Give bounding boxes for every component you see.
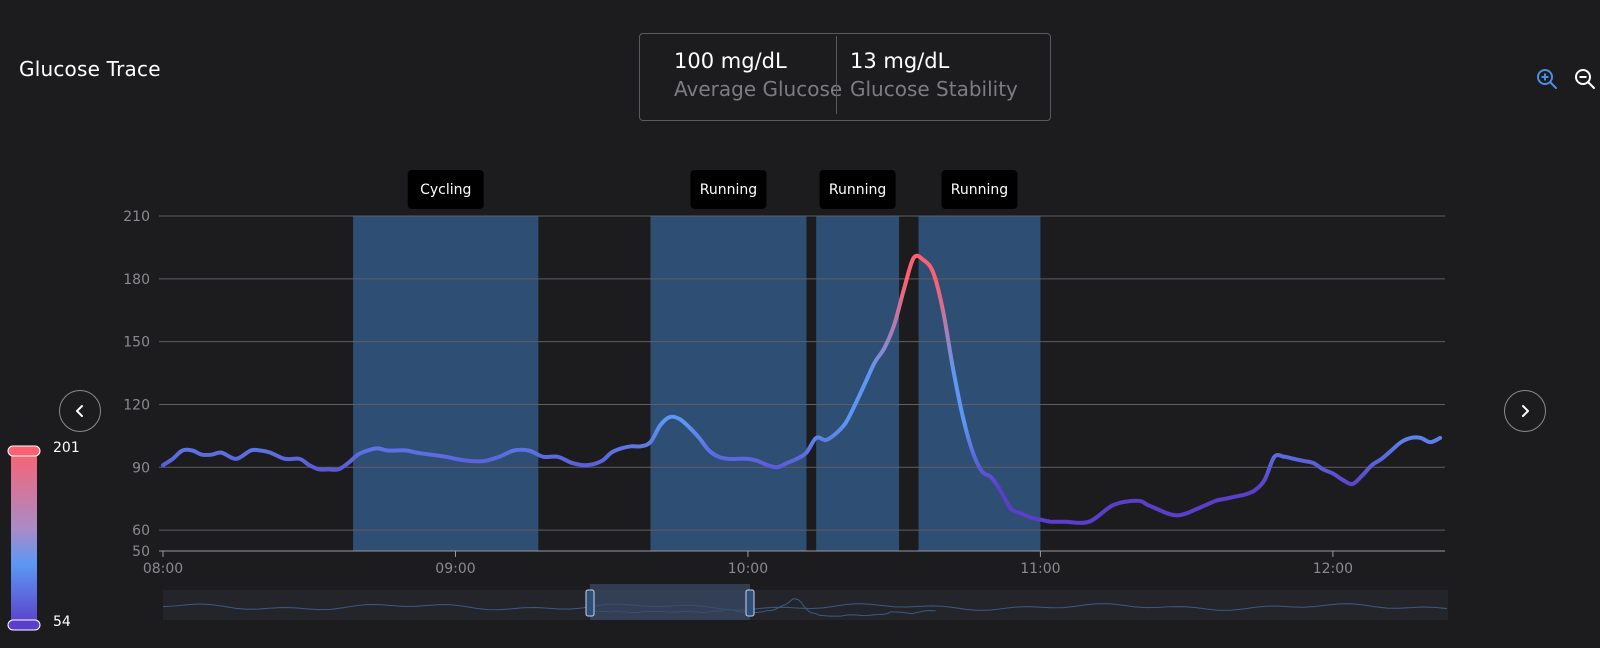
average-glucose-stat: 100 mg/dL Average Glucose xyxy=(674,46,842,102)
page-title: Glucose Trace xyxy=(19,57,161,81)
x-tick-label: 08:00 xyxy=(143,561,183,577)
glucose-stability-value: 13 mg/dL xyxy=(850,49,950,73)
color-scale-legend xyxy=(7,445,41,631)
y-axis: 50 60 90 120 150 180 210 xyxy=(123,209,150,560)
y-tick-label: 60 xyxy=(132,523,150,539)
average-glucose-value: 100 mg/dL xyxy=(674,49,787,73)
activity-label: Cycling xyxy=(407,170,484,209)
chevron-left-icon xyxy=(76,405,83,417)
grid-lines xyxy=(159,215,1445,552)
x-tick-label: 12:00 xyxy=(1313,561,1353,577)
y-tick-label: 90 xyxy=(132,460,150,476)
x-tick-label: 11:00 xyxy=(1020,561,1060,577)
color-scale-top-cap xyxy=(7,445,41,457)
activity-labels: Cycling Running Running Running xyxy=(407,170,1018,209)
activity-label-text: Running xyxy=(829,182,886,198)
glucose-trace-line xyxy=(161,253,1443,525)
activity-label-box xyxy=(941,170,1018,209)
x-axis: 08:00 09:00 10:00 11:00 12:00 xyxy=(143,551,1353,577)
y-tick-label: 120 xyxy=(123,397,150,413)
overview-navigator[interactable] xyxy=(162,584,1448,620)
activity-label-box xyxy=(819,170,896,209)
y-tick-label: 210 xyxy=(123,209,150,225)
activity-label: Running xyxy=(941,170,1018,209)
chevron-right-icon xyxy=(1522,405,1529,417)
activity-band xyxy=(353,216,539,551)
x-tick-label: 10:00 xyxy=(728,561,768,577)
zoom-out-button[interactable] xyxy=(1573,67,1597,91)
activity-bands xyxy=(353,216,1041,551)
activity-label: Running xyxy=(690,170,767,209)
x-tick-label: 09:00 xyxy=(435,561,475,577)
activity-label-text: Cycling xyxy=(420,182,471,198)
color-scale-max-label: 201 xyxy=(53,440,80,456)
zoom-out-icon xyxy=(1575,69,1595,89)
activity-label-text: Running xyxy=(951,182,1008,198)
stats-divider xyxy=(836,36,837,114)
brush-handle-right[interactable] xyxy=(745,589,755,617)
glucose-stability-label: Glucose Stability xyxy=(850,77,1018,101)
activity-band xyxy=(650,216,807,551)
activity-band xyxy=(816,216,900,551)
overview-selection[interactable] xyxy=(590,584,750,620)
zoom-in-button[interactable] xyxy=(1535,67,1559,91)
glucose-stability-stat: 13 mg/dL Glucose Stability xyxy=(850,46,1018,102)
color-scale-min-label: 54 xyxy=(53,614,71,630)
activity-label-box xyxy=(407,170,484,209)
y-tick-label: 50 xyxy=(132,544,150,560)
overview-track xyxy=(163,590,1448,620)
activity-band xyxy=(918,216,1041,551)
activity-label-box xyxy=(690,170,767,209)
average-glucose-label: Average Glucose xyxy=(674,77,843,101)
brush-handle-left[interactable] xyxy=(585,589,595,617)
activity-label-text: Running xyxy=(700,182,757,198)
next-button[interactable] xyxy=(1504,390,1546,432)
color-scale-bottom-cap xyxy=(7,619,41,631)
stats-panel: 100 mg/dL Average Glucose 13 mg/dL Gluco… xyxy=(639,33,1051,121)
zoom-in-icon xyxy=(1537,69,1557,89)
activity-label: Running xyxy=(819,170,896,209)
y-tick-label: 150 xyxy=(123,335,150,351)
previous-button[interactable] xyxy=(59,390,101,432)
color-scale-bar xyxy=(11,450,37,626)
y-tick-label: 180 xyxy=(123,272,150,288)
